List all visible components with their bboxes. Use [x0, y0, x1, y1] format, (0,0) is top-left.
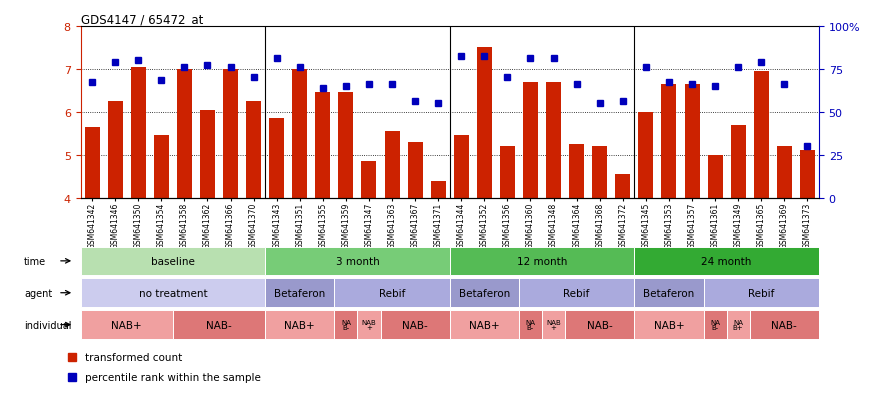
FancyBboxPatch shape: [334, 311, 357, 339]
FancyBboxPatch shape: [173, 311, 265, 339]
Bar: [453, 136, 468, 198]
Bar: [407, 142, 422, 198]
Bar: [361, 162, 376, 198]
FancyBboxPatch shape: [519, 279, 634, 307]
Bar: [500, 147, 514, 198]
Bar: [154, 136, 169, 198]
FancyBboxPatch shape: [450, 279, 519, 307]
Bar: [776, 147, 791, 198]
Bar: [85, 128, 99, 198]
Text: NAB+: NAB+: [284, 320, 315, 330]
Bar: [338, 93, 353, 198]
Bar: [430, 181, 445, 198]
Text: individual: individual: [24, 320, 72, 330]
Text: NAB
+: NAB +: [545, 319, 561, 330]
Text: Betaferon: Betaferon: [643, 288, 694, 298]
Bar: [545, 83, 561, 198]
Bar: [592, 147, 606, 198]
FancyBboxPatch shape: [334, 279, 450, 307]
FancyBboxPatch shape: [80, 247, 265, 275]
Text: NA
B-: NA B-: [709, 319, 720, 330]
FancyBboxPatch shape: [80, 279, 265, 307]
Text: time: time: [24, 256, 46, 266]
Text: NAB+: NAB+: [111, 320, 142, 330]
FancyBboxPatch shape: [726, 311, 749, 339]
FancyBboxPatch shape: [265, 311, 334, 339]
FancyBboxPatch shape: [380, 311, 450, 339]
Bar: [799, 151, 814, 198]
Text: no treatment: no treatment: [139, 288, 207, 298]
Bar: [637, 113, 653, 198]
FancyBboxPatch shape: [703, 279, 818, 307]
Bar: [199, 110, 215, 198]
Bar: [177, 70, 191, 198]
Text: NAB+: NAB+: [653, 320, 684, 330]
Bar: [730, 126, 745, 198]
Text: baseline: baseline: [151, 256, 195, 266]
Text: NA
B+: NA B+: [732, 319, 743, 330]
FancyBboxPatch shape: [634, 279, 703, 307]
FancyBboxPatch shape: [749, 311, 818, 339]
Text: NAB+: NAB+: [468, 320, 499, 330]
FancyBboxPatch shape: [450, 311, 519, 339]
Bar: [753, 72, 768, 198]
Bar: [477, 48, 492, 198]
Text: Rebif: Rebif: [747, 288, 773, 298]
Bar: [131, 68, 146, 198]
Text: Rebif: Rebif: [563, 288, 589, 298]
Bar: [246, 102, 261, 198]
Text: NAB-: NAB-: [586, 320, 611, 330]
FancyBboxPatch shape: [634, 247, 818, 275]
Bar: [223, 70, 238, 198]
FancyBboxPatch shape: [265, 279, 334, 307]
FancyBboxPatch shape: [634, 311, 703, 339]
Text: transformed count: transformed count: [85, 352, 181, 362]
Text: 24 month: 24 month: [701, 256, 751, 266]
FancyBboxPatch shape: [80, 311, 173, 339]
Text: 12 month: 12 month: [516, 256, 567, 266]
Bar: [614, 175, 629, 198]
FancyBboxPatch shape: [519, 311, 542, 339]
Text: percentile rank within the sample: percentile rank within the sample: [85, 372, 260, 382]
Text: NA
B-: NA B-: [341, 319, 350, 330]
Bar: [384, 132, 399, 198]
FancyBboxPatch shape: [265, 247, 450, 275]
Bar: [315, 93, 330, 198]
FancyBboxPatch shape: [450, 247, 634, 275]
Bar: [269, 119, 284, 198]
Bar: [107, 102, 122, 198]
Text: NAB-: NAB-: [771, 320, 797, 330]
Text: NAB
+: NAB +: [361, 319, 376, 330]
Bar: [707, 155, 721, 198]
Text: Betaferon: Betaferon: [274, 288, 325, 298]
Text: GDS4147 / 65472_at: GDS4147 / 65472_at: [80, 13, 203, 26]
Text: NAB-: NAB-: [206, 320, 232, 330]
Text: 3 month: 3 month: [335, 256, 379, 266]
Bar: [522, 83, 537, 198]
Text: Betaferon: Betaferon: [459, 288, 510, 298]
Bar: [569, 145, 584, 198]
Bar: [684, 85, 699, 198]
Text: agent: agent: [24, 288, 53, 298]
FancyBboxPatch shape: [357, 311, 380, 339]
Text: Rebif: Rebif: [378, 288, 405, 298]
FancyBboxPatch shape: [564, 311, 634, 339]
Text: NAB-: NAB-: [401, 320, 427, 330]
FancyBboxPatch shape: [703, 311, 726, 339]
Text: NA
B-: NA B-: [525, 319, 535, 330]
FancyBboxPatch shape: [542, 311, 564, 339]
Bar: [661, 85, 676, 198]
Bar: [292, 70, 307, 198]
